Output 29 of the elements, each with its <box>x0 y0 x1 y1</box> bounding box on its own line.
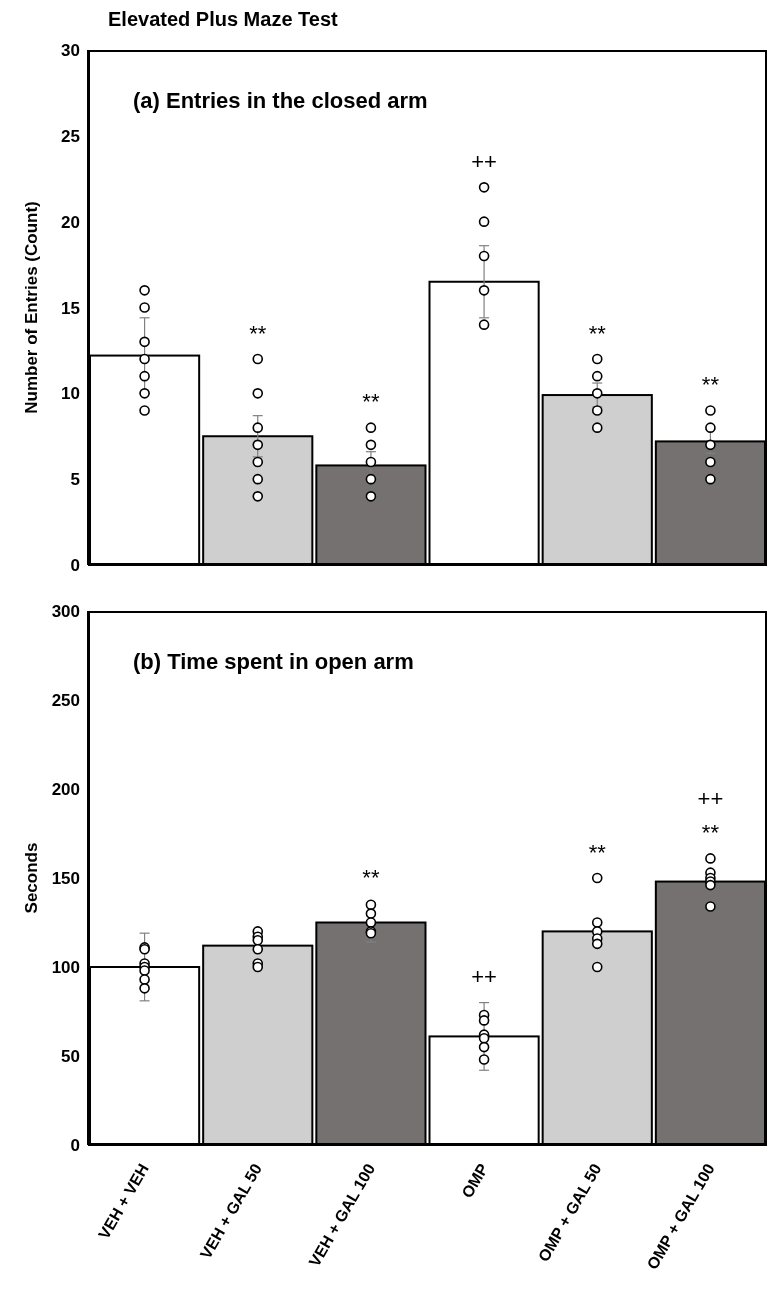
annotation: ** <box>362 389 380 415</box>
y-axis-title: Number of Entries (Count) <box>22 201 42 414</box>
y-tick-label: 5 <box>70 470 80 490</box>
chart-title: Elevated Plus Maze Test <box>107 8 339 32</box>
y-tick-label: 50 <box>61 1047 80 1067</box>
annotation: ++ <box>471 149 497 175</box>
annotation: ++ <box>471 964 497 990</box>
y-tick-label: 20 <box>61 212 80 232</box>
text: (a) Entries in the closed arm <box>133 88 428 114</box>
annotation: ** <box>701 820 720 846</box>
y-tick-label: 0 <box>70 1136 80 1156</box>
y-tick-label: 25 <box>61 126 80 146</box>
y-tick-label: 100 <box>51 958 80 978</box>
annotation: ** <box>588 839 607 865</box>
y-tick-label: 250 <box>51 691 80 711</box>
y-tick-label: 30 <box>61 41 80 61</box>
y-tick-label: 0 <box>70 556 80 576</box>
y-tick-label: 200 <box>51 780 80 800</box>
y-tick-label: 15 <box>61 298 80 318</box>
y-tick-label: 150 <box>51 869 80 889</box>
annotation: ** <box>362 864 380 890</box>
annotation: ** <box>588 320 607 346</box>
annotation: ++ <box>697 786 724 812</box>
y-tick-label: 10 <box>61 384 80 404</box>
annotation: ** <box>249 320 267 346</box>
text: (b) Time spent in open arm <box>133 649 414 675</box>
y-axis-title: Seconds <box>22 842 42 914</box>
y-tick-label: 300 <box>51 602 80 622</box>
annotation: ** <box>701 372 720 398</box>
